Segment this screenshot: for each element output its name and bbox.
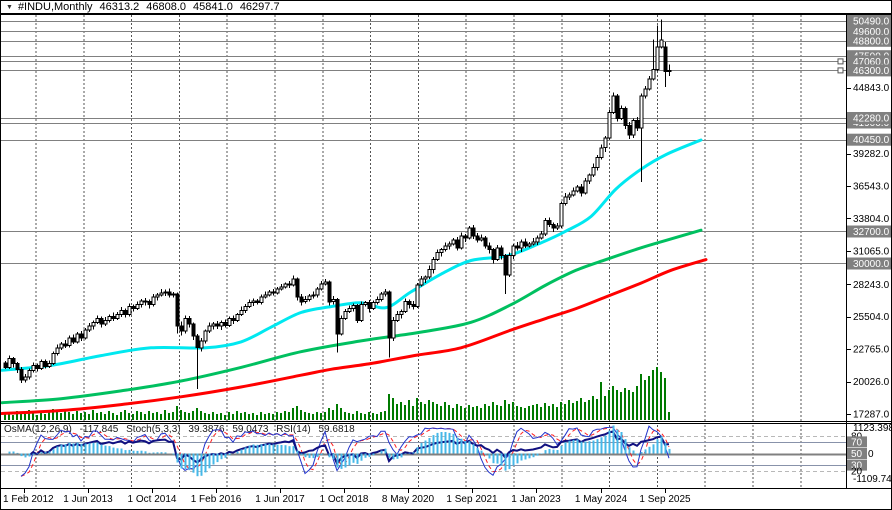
- time-tick-label: 1 Jun 2017: [255, 494, 305, 505]
- price-level-badge: 42280.0: [853, 114, 890, 125]
- price-level-badge: 46300.0: [853, 66, 890, 77]
- price-tick-label: 36543.0: [853, 181, 890, 192]
- time-tick-label: 1 Jan 2023: [511, 494, 561, 505]
- price-tick-label: 22765.0: [853, 345, 890, 356]
- ma-line: [1, 138, 703, 372]
- ma-line: [1, 228, 703, 405]
- indicator-axis[interactable]: 1123.398-1109.74180705003020: [847, 423, 892, 485]
- indicator-level-badge: 50: [851, 449, 863, 460]
- price-tick-label: 44843.0: [853, 83, 890, 94]
- price-level-badge: 32700.0: [853, 227, 890, 238]
- time-tick-label: 1 Sep 2025: [639, 494, 691, 505]
- ohlc-high: 46808.0: [146, 1, 187, 13]
- price-level-badge: 30000.0: [853, 259, 890, 270]
- price-tick-label: 20026.0: [853, 377, 890, 388]
- frame-lines: [1, 1, 891, 489]
- time-tick-label: 8 May 2020: [382, 494, 435, 505]
- time-tick-label: 1 Feb 2016: [191, 494, 242, 505]
- price-level-badge: 40450.0: [853, 135, 890, 146]
- price-level-badge: 50490.0: [853, 17, 890, 28]
- osma-label: OsMA(12,26,9): [4, 424, 72, 435]
- candles-layer: [3, 19, 672, 389]
- chart-title-bar: ▼ #INDU,Monthly 46313.2 46808.0 45841.0 …: [1, 1, 891, 14]
- price-tick-label: 25504.0: [853, 312, 890, 323]
- stoch-label: Stoch(5,3,3): [126, 424, 181, 435]
- indicator-scale-top: 1123.398: [853, 423, 892, 434]
- time-tick-label: 1 Jun 2013: [63, 494, 113, 505]
- price-tick-label: 17287.0: [853, 410, 890, 421]
- indicator-level-label: 20: [851, 466, 863, 477]
- indicator-header: OsMA(12,26,9) -117.845 Stoch(5,3,3) 39.3…: [4, 424, 360, 435]
- price-level-badge: 48800.0: [853, 36, 890, 47]
- indicator-level-badge: 30: [851, 461, 863, 472]
- price-tick-label: 33804.0: [853, 214, 890, 225]
- grid-layer: [35, 15, 802, 487]
- trendline-handles[interactable]: [837, 58, 844, 74]
- rsi-label: RSI(14): [276, 424, 311, 435]
- time-tick-label: 1 Feb 2012: [3, 494, 54, 505]
- ohlc-open: 46313.2: [99, 1, 140, 13]
- volume-bars: [4, 367, 670, 420]
- symbol-dropdown-icon[interactable]: ▼: [6, 3, 13, 11]
- time-axis[interactable]: 1 Feb 2012 1 Jun 2013 1 Oct 2014 1 Feb 2016…: [3, 489, 691, 505]
- time-tick-label: 1 May 2024: [575, 494, 628, 505]
- price-axis[interactable]: 44843.0 39282.0 36543.0 33804.0 31065.0 28243…: [847, 15, 892, 421]
- indicator-level-label: 0: [868, 449, 874, 460]
- price-tick-label: 28243.0: [853, 280, 890, 291]
- indicator-panel: [1, 425, 846, 477]
- price-level-badge: 47060.0: [853, 57, 890, 68]
- osma-value: -117.845: [79, 424, 119, 435]
- time-tick-label: 1 Oct 2014: [128, 494, 177, 505]
- rsi-value: 59.6818: [318, 424, 355, 435]
- ohlc-close: 46297.7: [239, 1, 280, 13]
- time-tick-label: 1 Oct 2018: [320, 494, 369, 505]
- time-tick-label: 1 Sep 2021: [446, 494, 498, 505]
- ohlc-low: 45841.0: [193, 1, 233, 13]
- price-tick-label: 31065.0: [853, 246, 890, 257]
- chart-symbol-period: #INDU,Monthly: [17, 1, 93, 13]
- stoch-k-value: 39.3876: [188, 424, 225, 435]
- price-level-lines: [1, 21, 846, 264]
- ma-line: [1, 258, 708, 415]
- price-level-badge: 49600.0: [853, 27, 890, 38]
- ma-lines: [1, 138, 708, 415]
- stoch-d-value: 59.0473: [232, 424, 269, 435]
- indicator-scale-bottom: -1109.741: [853, 474, 892, 485]
- price-tick-label: 39282.0: [853, 149, 890, 160]
- osma-histogram: [8, 425, 671, 477]
- indicator-level-badge: 70: [851, 437, 863, 448]
